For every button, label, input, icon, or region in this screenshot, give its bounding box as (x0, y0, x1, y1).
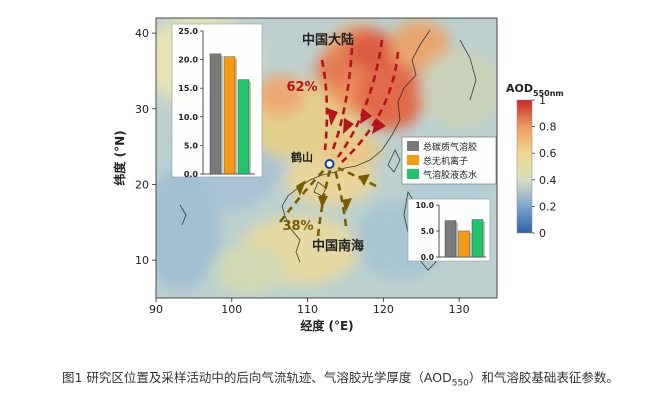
south-arrowhead-1 (296, 180, 306, 196)
y-tick-label: 40 (135, 27, 149, 40)
colorbar-tick-label: 0.8 (539, 121, 557, 134)
colorbar-tick-label: 0.6 (539, 147, 557, 160)
north-arrowhead-3 (360, 108, 372, 124)
south-arrowhead-3 (342, 198, 352, 212)
north-trajectory-1 (320, 59, 329, 151)
south-trajectory-2 (316, 169, 332, 237)
legend-swatch-water (407, 169, 419, 179)
x-tick-label: 90 (149, 303, 163, 316)
south-share-label: 38% (282, 219, 313, 234)
x-tick-label: 130 (449, 303, 470, 316)
inset-tick-label: 15.0 (178, 84, 198, 93)
south-arrowhead-2 (318, 196, 328, 208)
figure-caption: 图1 研究区位置及采样活动中的后向气流轨迹、气溶胶光学厚度（AOD550）和气溶… (62, 367, 619, 389)
bar-2 (237, 79, 250, 175)
inset-tick-label: 0.0 (184, 170, 199, 179)
legend-label-carbonaceous: 总碳质气溶胶 (423, 141, 477, 153)
bar-0 (209, 53, 222, 175)
caption-subscript: 550 (451, 378, 469, 389)
north-trajectories (320, 39, 400, 163)
south-trajectory-4 (337, 166, 377, 188)
colorbar: AOD550nm 1 0.8 0.6 0.4 0.2 0 (506, 82, 564, 240)
north-arrowhead-1 (327, 108, 338, 126)
inset-2-bars (444, 219, 485, 258)
north-trajectory-4 (341, 51, 400, 163)
site-label: 鹤山 (291, 150, 313, 164)
colorbar-gradient (516, 99, 533, 234)
inset-tick-label: 10.0 (415, 201, 434, 210)
south-trajectory-3 (333, 169, 348, 227)
x-axis-label: 经度 (°E) (300, 318, 353, 333)
south-trajectories (278, 166, 377, 237)
map-frame (155, 17, 498, 299)
north-share-label: 62% (286, 80, 317, 95)
legend: 总碳质气溶胶 总无机离子 气溶胶液态水 (401, 136, 497, 185)
south-arrowhead-4 (358, 174, 370, 186)
colorbar-tick-label: 0.4 (539, 174, 557, 187)
south-trajectory-1 (278, 167, 327, 223)
x-tick-label: 120 (373, 303, 394, 316)
y-axis-ticks: 10 20 30 40 (135, 27, 156, 267)
inset-1-bars (209, 53, 251, 175)
x-axis-ticks: 90 100 110 120 130 (149, 298, 470, 316)
colorbar-tick-label: 0.2 (539, 200, 557, 213)
colorbar-ticks: 1 0.8 0.6 0.4 0.2 0 (532, 94, 557, 240)
inset-tick-label: 25.0 (178, 27, 198, 36)
legend-label-water: 气溶胶液态水 (423, 169, 477, 181)
inset-bar-chart-2: 10.0 5.0 0.0 (407, 198, 491, 262)
caption-suffix: ）和气溶胶基础表征参数。 (468, 370, 619, 385)
y-tick-label: 10 (135, 254, 149, 267)
legend-label-inorganic: 总无机离子 (423, 155, 468, 167)
inset-tick-label: 5.0 (184, 141, 199, 150)
north-arrowheads (327, 108, 386, 134)
north-arrowhead-2 (343, 118, 354, 134)
x-tick-label: 110 (297, 303, 318, 316)
colorbar-tick-label: 1 (539, 94, 546, 107)
north-trajectory-3 (336, 39, 384, 158)
south-arrowheads (296, 174, 370, 212)
inset-tick-label: 20.0 (178, 56, 198, 65)
bar-2 (471, 219, 484, 258)
bar-0 (444, 220, 457, 258)
x-tick-label: 100 (221, 303, 242, 316)
inset-tick-label: 5.0 (421, 227, 434, 236)
colorbar-tick-label: 0 (539, 227, 546, 240)
north-trajectory-2 (330, 47, 354, 153)
inset-tick-label: 10.0 (178, 113, 198, 122)
legend-swatch-carbonaceous (407, 141, 419, 151)
colorbar-title: AOD550nm (506, 82, 564, 98)
inset-bar-chart-1: 25.0 20.0 15.0 10.0 5.0 0.0 (171, 23, 263, 179)
legend-swatch-inorganic (407, 155, 419, 165)
y-tick-label: 20 (135, 178, 149, 191)
y-tick-label: 30 (135, 103, 149, 116)
bar-1 (223, 56, 236, 175)
sea-label: 中国南海 (312, 238, 364, 254)
y-axis-label: 纬度 (°N) (112, 130, 127, 185)
caption-prefix: 图1 研究区位置及采样活动中的后向气流轨迹、气溶胶光学厚度（AOD (62, 370, 452, 385)
bar-1 (458, 230, 470, 258)
mainland-label: 中国大陆 (302, 32, 354, 48)
inset-tick-label: 0.0 (421, 253, 434, 262)
north-arrowhead-4 (372, 118, 386, 134)
site-marker (324, 159, 335, 170)
